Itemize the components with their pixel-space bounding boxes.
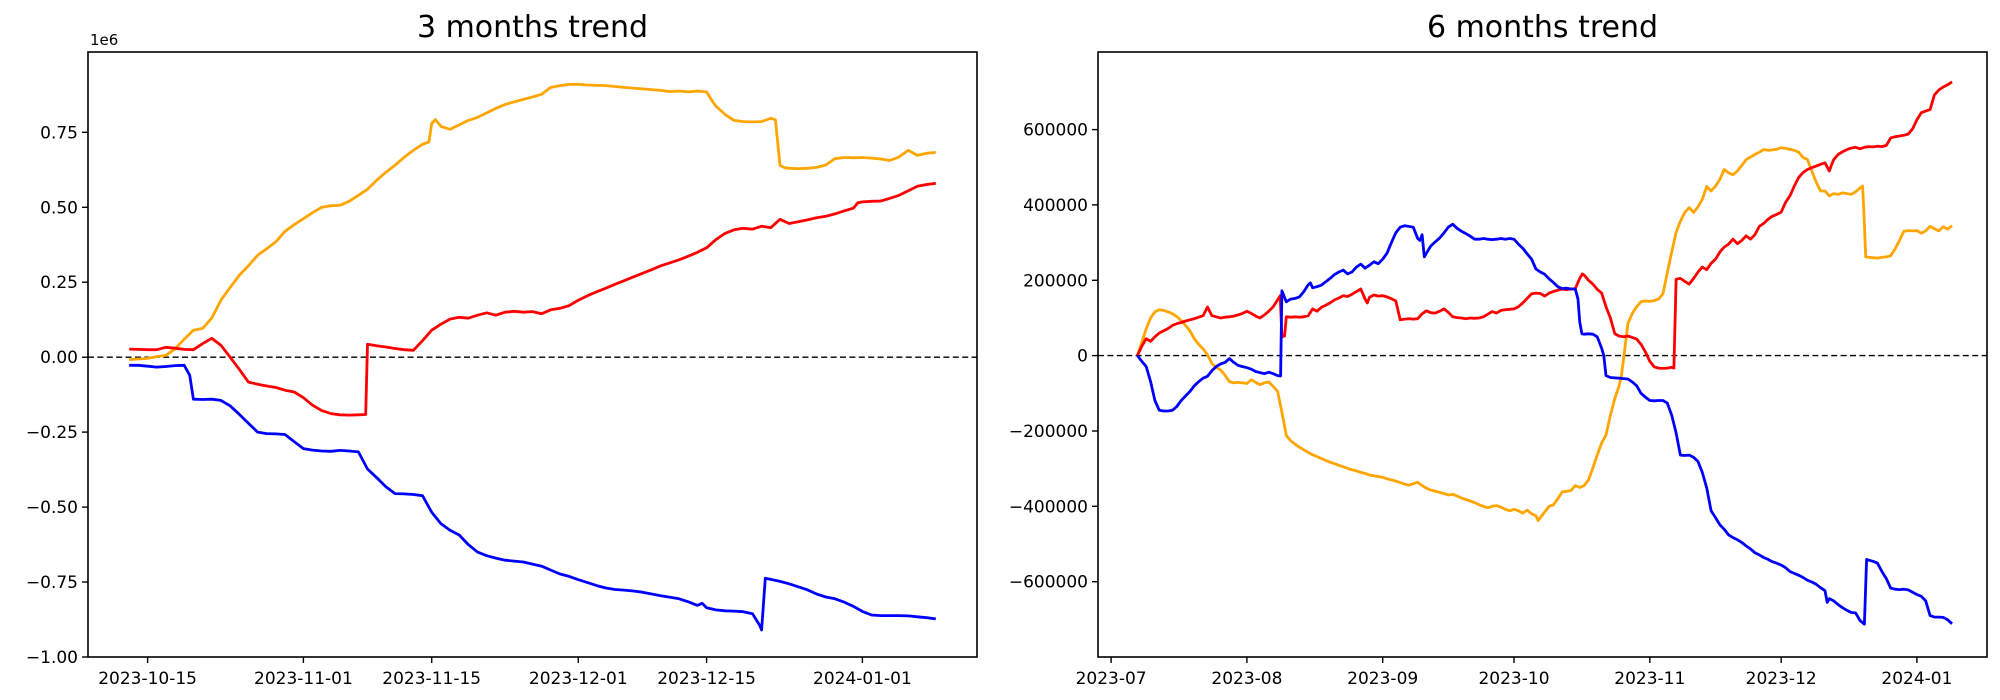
x-tick-label: 2023-08 <box>1211 669 1282 689</box>
y-tick-label: 400000 <box>1023 196 1088 216</box>
chart-title-3-months-trend: 3 months trend <box>416 10 649 45</box>
x-tick-label: 2023-09 <box>1347 669 1418 689</box>
plot-frame <box>87 51 978 658</box>
y-tick-label: −0.50 <box>26 498 78 518</box>
series-blue-line <box>1136 222 1953 626</box>
chart-6-months-trend: 2023-07 2023-08 2023-09 2023-10 2023-11 2023-… <box>1009 51 1988 689</box>
y-tick-label: −1.00 <box>26 648 78 668</box>
x-tick-label: 2023-10-15 <box>98 669 197 689</box>
y-tick-label: 0 <box>1077 347 1088 367</box>
y-tick-label: 0.25 <box>40 273 78 293</box>
x-tick-label: 2024-01 <box>1881 669 1952 689</box>
y-tick-label: 0.50 <box>40 198 78 218</box>
y-tick-label: 200000 <box>1023 271 1088 291</box>
plot-frame <box>1097 51 1988 658</box>
x-tick-label: 2023-12-01 <box>529 669 628 689</box>
x-tick-label: 2023-12-15 <box>657 669 756 689</box>
y-axis-offset-label: 1e6 <box>90 31 119 49</box>
y-tick-label: 0.75 <box>40 123 78 143</box>
y-tick-label: −0.25 <box>26 423 78 443</box>
series-orange-line <box>1136 146 1953 522</box>
y-tick-label: 0.00 <box>40 348 78 368</box>
series-red-line <box>1136 80 1953 370</box>
y-tick-label: 600000 <box>1023 121 1088 141</box>
series-blue-line <box>129 363 936 632</box>
x-tick-label: 2023-12 <box>1746 669 1817 689</box>
x-tick-label: 2024-01-01 <box>813 669 912 689</box>
y-tick-label: −200000 <box>1009 422 1088 442</box>
x-tick-label: 2023-07 <box>1076 669 1147 689</box>
x-tick-label: 2023-10 <box>1478 669 1549 689</box>
y-tick-label: −0.75 <box>26 573 78 593</box>
x-tick-label: 2023-11-15 <box>382 669 481 689</box>
y-tick-label: −600000 <box>1009 573 1088 593</box>
series-red-line <box>129 181 936 417</box>
series-orange-line <box>129 83 936 361</box>
x-tick-label: 2023-11 <box>1614 669 1685 689</box>
x-tick-label: 2023-11-01 <box>254 669 353 689</box>
chart-3-months-trend: 2023-10-15 2023-11-01 2023-11-15 2023-12-01… <box>26 51 978 689</box>
chart-title-6-months-trend: 6 months trend <box>1426 10 1659 45</box>
y-tick-label: −400000 <box>1009 497 1088 517</box>
